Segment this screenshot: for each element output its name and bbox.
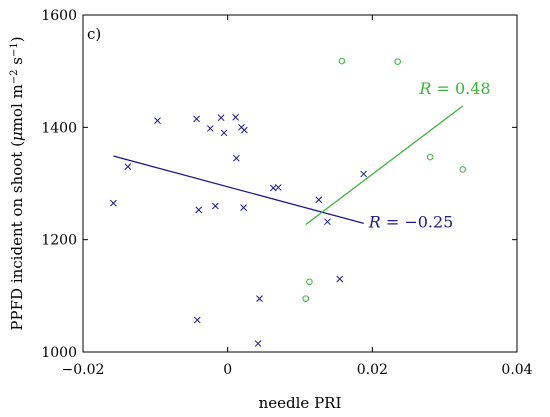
- y-tick-label: 1400: [41, 120, 77, 136]
- data-point-x: [360, 170, 368, 178]
- x-tick-label: 0.04: [501, 362, 532, 378]
- annotations: R = −0.25 R = 0.48: [368, 79, 491, 231]
- fit-lines: [113, 105, 464, 226]
- data-point-x: [154, 117, 161, 124]
- correlation-annotation: R = −0.25: [368, 212, 454, 231]
- regression-line: [113, 155, 364, 225]
- data-point-x: [232, 154, 240, 162]
- data-point-circle: [306, 278, 313, 286]
- panel-label: c): [87, 25, 101, 43]
- data-point-x: [240, 204, 247, 212]
- data-point-circle: [394, 58, 401, 65]
- data-point-x: [336, 275, 344, 283]
- data-point-x: [124, 163, 132, 171]
- correlation-annotation: R = 0.48: [418, 79, 490, 98]
- plot-frame: [82, 14, 518, 353]
- data-point-circle: [426, 153, 434, 161]
- data-point-x: [217, 114, 225, 122]
- y-tick-label: 1200: [41, 233, 77, 249]
- x-tick-label: −0.02: [62, 362, 105, 378]
- data-point-x: [220, 129, 228, 137]
- data-point-x: [324, 218, 331, 226]
- data-point-x: [232, 113, 239, 121]
- x-tick-label: 0: [223, 362, 232, 378]
- regression-line: [305, 105, 464, 226]
- data-point-x: [254, 340, 262, 347]
- data-point-x: [195, 206, 203, 214]
- data-points: [110, 57, 467, 347]
- y-axis-label: PPFD incident on shoot (μmol m−2 s−1): [8, 36, 26, 330]
- data-point-x: [193, 115, 200, 123]
- tick-labels: −0.02 0 0.02 0.04 1000 1200 1400 1600: [41, 8, 532, 378]
- y-tick-label: 1000: [41, 345, 77, 361]
- data-point-circle: [459, 166, 467, 173]
- data-point-x: [256, 295, 263, 302]
- x-tick-label: 0.02: [357, 362, 388, 378]
- y-tick-label: 1600: [41, 8, 77, 24]
- x-axis-label: needle PRI: [259, 394, 342, 412]
- data-point-circle: [302, 295, 310, 302]
- data-point-x: [315, 196, 323, 204]
- data-point-x: [212, 202, 219, 210]
- data-point-x: [274, 184, 282, 191]
- data-point-x: [206, 125, 214, 132]
- axis-ticks: [82, 14, 518, 353]
- data-point-x: [110, 199, 117, 207]
- data-point-x: [193, 316, 201, 324]
- data-point-circle: [338, 57, 346, 65]
- data-point-x: [240, 126, 248, 134]
